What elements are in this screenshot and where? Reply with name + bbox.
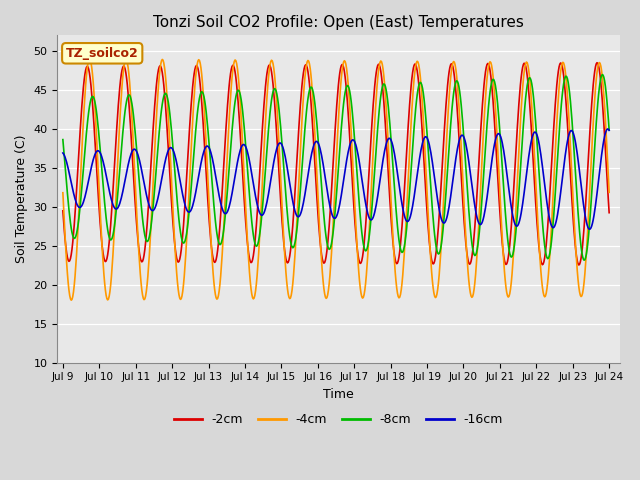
Y-axis label: Soil Temperature (C): Soil Temperature (C): [15, 135, 28, 263]
Text: TZ_soilco2: TZ_soilco2: [66, 47, 139, 60]
Title: Tonzi Soil CO2 Profile: Open (East) Temperatures: Tonzi Soil CO2 Profile: Open (East) Temp…: [154, 15, 524, 30]
Legend: -2cm, -4cm, -8cm, -16cm: -2cm, -4cm, -8cm, -16cm: [169, 408, 508, 431]
X-axis label: Time: Time: [323, 388, 354, 401]
